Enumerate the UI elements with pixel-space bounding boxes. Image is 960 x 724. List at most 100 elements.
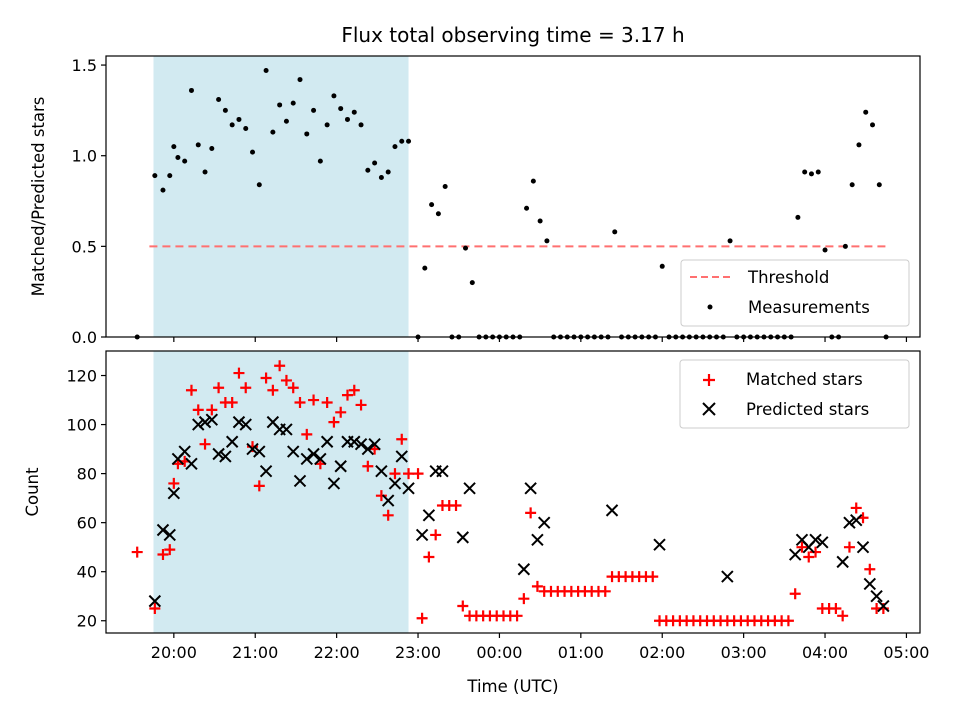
predicted-star-point — [381, 494, 395, 507]
matched-star-point — [287, 382, 299, 394]
predicted-star-point — [517, 563, 531, 576]
measurement-point — [243, 126, 249, 132]
measurement-point — [856, 142, 862, 148]
measurement-point — [317, 158, 323, 164]
bottom-y-axis-label: Count — [23, 467, 42, 517]
predicted-star-point — [537, 516, 551, 529]
measurement-point — [463, 245, 469, 251]
matched-star-point — [810, 546, 822, 558]
predicted-star-point — [320, 435, 334, 448]
predicted-star-point — [198, 415, 212, 429]
measurement-point — [188, 87, 194, 93]
predicted-star-point — [232, 415, 246, 429]
matched-star-point — [382, 509, 394, 521]
predicted-star-point — [843, 516, 856, 529]
matched-star-point — [355, 399, 367, 411]
predicted-star-point — [877, 599, 890, 613]
legend-matched-swatch — [703, 374, 715, 386]
measurement-point — [182, 158, 188, 164]
predicted-star-point — [456, 531, 470, 544]
measurement-point — [304, 131, 310, 137]
measurement-point — [236, 116, 242, 122]
x-tick-label: 03:00 — [721, 643, 767, 662]
y-tick-label: 20 — [77, 612, 97, 631]
measurement-point — [530, 178, 536, 184]
measurement-point — [612, 229, 618, 235]
y-tick-label: 0.5 — [72, 237, 97, 256]
legend-matched-label: Matched stars — [746, 370, 863, 389]
matched-star-point — [280, 374, 292, 386]
measurement-point — [209, 145, 215, 151]
top-y-axis-label: Matched/Predicted stars — [29, 97, 48, 297]
x-tick-label: 02:00 — [639, 643, 685, 662]
legend-predicted-swatch — [702, 402, 716, 416]
predicted-star-point — [816, 536, 829, 549]
legend-predicted-label: Predicted stars — [746, 400, 869, 419]
measurement-point — [358, 122, 364, 128]
measurement-point — [277, 102, 283, 108]
matched-star-point — [457, 600, 469, 612]
measurement-point — [524, 205, 530, 211]
measurement-point — [290, 100, 296, 106]
predicted-star-point — [212, 447, 225, 461]
matched-star-point — [837, 610, 849, 622]
matched-star-point — [131, 546, 143, 558]
predicted-star-point — [219, 450, 232, 463]
measurement-point — [422, 265, 428, 271]
measurement-point — [399, 138, 405, 144]
predicted-star-point — [788, 548, 802, 561]
bottom-legend-box — [679, 359, 910, 429]
bottom-legend: Matched stars Predicted stars — [679, 359, 910, 429]
top-legend-box — [680, 259, 910, 327]
matched-star-point — [843, 541, 855, 553]
matched-star-point — [647, 571, 659, 583]
predicted-star-point — [225, 435, 239, 448]
matched-star-point — [168, 477, 180, 489]
y-tick-label: 100 — [66, 416, 97, 435]
measurement-point — [870, 122, 876, 128]
matched-star-point — [267, 384, 279, 396]
legend-threshold-label: Threshold — [747, 268, 829, 287]
y-tick-label: 120 — [66, 367, 97, 386]
measurement-point — [263, 68, 269, 74]
measurement-point — [659, 263, 665, 269]
matched-star-point — [149, 602, 161, 614]
bottom-panel: 20 40 60 80 100 120 20:00 21:00 22:00 23:00 00:00… — [23, 350, 929, 696]
legend-measurements-swatch — [707, 304, 713, 310]
measurement-point — [429, 202, 435, 208]
predicted-star-point — [167, 487, 181, 500]
predicted-star-point — [259, 464, 273, 478]
predicted-star-point — [422, 509, 436, 522]
y-tick-label: 1.5 — [72, 56, 97, 75]
matched-star-point — [796, 541, 808, 553]
bottom-y-axis: 20 40 60 80 100 120 — [66, 367, 106, 631]
chart-title: Flux total observing time = 3.17 h — [341, 23, 684, 47]
y-tick-label: 80 — [77, 465, 97, 484]
y-tick-label: 60 — [77, 514, 97, 533]
x-tick-label: 00:00 — [476, 643, 522, 662]
predicted-star-point — [163, 528, 176, 542]
y-tick-label: 0.0 — [72, 328, 97, 347]
predicted-star-point — [395, 450, 408, 463]
predicted-star-point — [463, 482, 476, 495]
predicted-star-point — [361, 442, 375, 456]
measurement-point — [324, 122, 330, 128]
predicted-star-point — [307, 447, 320, 461]
matched-star-point — [294, 396, 306, 408]
predicted-star-point — [415, 528, 429, 542]
predicted-star-point — [850, 513, 863, 527]
legend-measurements-label: Measurements — [748, 298, 870, 317]
matched-star-point — [412, 468, 424, 480]
measurement-point — [222, 107, 228, 113]
y-tick-label: 1.0 — [72, 147, 97, 166]
matched-star-point — [199, 438, 211, 450]
measurement-point — [256, 182, 262, 188]
predicted-star-point — [327, 477, 341, 490]
measurement-point — [815, 169, 821, 175]
measurement-point — [338, 106, 344, 112]
x-tick-label: 21:00 — [232, 643, 278, 662]
top-y-axis: 0.0 0.5 1.0 1.5 — [72, 56, 106, 347]
matched-star-point — [253, 480, 265, 492]
matched-star-point — [864, 563, 876, 575]
predicted-star-point — [246, 442, 259, 456]
